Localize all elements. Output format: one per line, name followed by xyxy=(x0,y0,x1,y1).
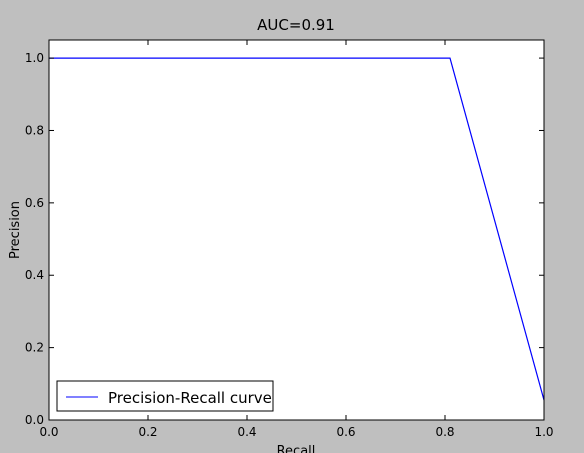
legend: Precision-Recall curve xyxy=(57,381,273,411)
x-tick-label: 0.4 xyxy=(237,425,256,439)
x-tick-label: 0.8 xyxy=(435,425,454,439)
plot-area xyxy=(49,40,544,420)
y-tick-label: 0.0 xyxy=(25,413,44,427)
x-tick-label: 0.2 xyxy=(138,425,157,439)
y-tick-label: 0.4 xyxy=(25,268,44,282)
y-tick-label: 1.0 xyxy=(25,51,44,65)
y-tick-label: 0.8 xyxy=(25,123,44,137)
chart-title: AUC=0.91 xyxy=(257,16,335,34)
x-tick-label: 1.0 xyxy=(534,425,553,439)
x-tick-label: 0.6 xyxy=(336,425,355,439)
x-axis-label: Recall xyxy=(277,444,316,453)
legend-label: Precision-Recall curve xyxy=(108,389,272,407)
y-tick-label: 0.2 xyxy=(25,341,44,355)
y-tick-label: 0.6 xyxy=(25,196,44,210)
y-axis-label: Precision xyxy=(8,201,23,259)
x-tick-label: 0.0 xyxy=(39,425,58,439)
